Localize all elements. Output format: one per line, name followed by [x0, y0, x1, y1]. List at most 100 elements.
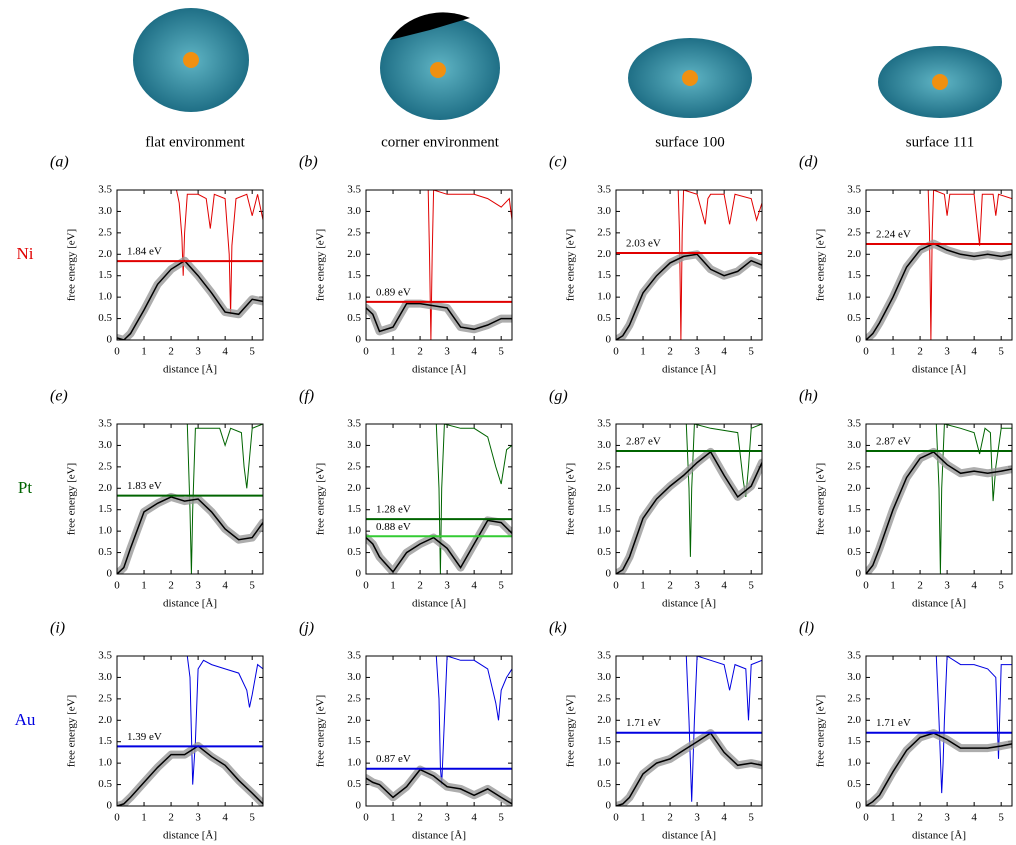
y-tick-label: 3.0 — [597, 439, 611, 451]
x-tick-label: 0 — [613, 346, 619, 358]
y-tick-label: 0 — [107, 800, 113, 812]
x-tick-label: 3 — [195, 346, 201, 358]
y-tick-label: 1.0 — [98, 291, 112, 303]
y-tick-label: 2.5 — [347, 692, 361, 704]
x-axis-label: distance [Å] — [163, 830, 217, 842]
x-tick-label: 2 — [667, 346, 673, 358]
y-tick-label: 2.0 — [597, 714, 611, 726]
x-tick-label: 5 — [748, 580, 754, 592]
x-axis-label: distance [Å] — [412, 830, 466, 842]
barrier-label: 2.87 eV — [876, 436, 911, 448]
barrier-label: 1.84 eV — [127, 246, 162, 258]
y-tick-label: 0.5 — [98, 778, 112, 790]
spike-line — [435, 424, 512, 574]
plot-area — [366, 190, 512, 340]
y-tick-label: 2.0 — [597, 482, 611, 494]
x-tick-label: 0 — [363, 580, 369, 592]
x-tick-label: 3 — [694, 812, 700, 824]
error-band — [866, 239, 1012, 340]
plot-frame — [865, 655, 1013, 807]
error-band — [117, 742, 263, 806]
y-tick-label: 0 — [606, 800, 612, 812]
panel: (e) 0 0.5 1.0 1.5 2.0 2.5 3.0 3.5 0 1 2 3 4 5 distance … — [50, 388, 264, 610]
y-tick-label: 0.5 — [597, 778, 611, 790]
panel: (g) 0 0.5 1.0 1.5 2.0 2.5 3.0 3.5 0 1 2 3 4 5 distance … — [549, 388, 763, 610]
y-tick-label: 0.5 — [847, 312, 861, 324]
x-tick-label: 1 — [390, 580, 396, 592]
y-tick-label: 1.5 — [347, 735, 361, 747]
y-tick-label: 0 — [856, 334, 862, 346]
plot-frame — [365, 423, 513, 575]
y-axis-label: free energy [eV] — [565, 229, 577, 301]
y-tick-label: 3.5 — [98, 650, 112, 662]
column-title: surface 100 — [655, 134, 725, 150]
spike-line — [677, 190, 762, 340]
x-tick-label: 0 — [863, 346, 869, 358]
y-tick-label: 0 — [356, 800, 362, 812]
free-energy-line — [117, 496, 263, 574]
barrier-label: 1.71 eV — [626, 717, 661, 729]
plot-frame — [365, 189, 513, 341]
x-axis-label: distance [Å] — [912, 364, 966, 376]
barrier-label: 0.89 eV — [376, 286, 411, 298]
barrier-label: 1.39 eV — [127, 731, 162, 743]
free-energy-line — [616, 450, 762, 574]
panel: (i) 0 0.5 1.0 1.5 2.0 2.5 3.0 3.5 0 1 2 3 4 5 distance … — [50, 620, 264, 842]
plot-area — [366, 424, 512, 574]
y-tick-label: 1.5 — [597, 503, 611, 515]
x-axis-label: distance [Å] — [412, 598, 466, 610]
x-axis-label: distance [Å] — [662, 364, 716, 376]
y-tick-label: 3.5 — [98, 184, 112, 196]
free-energy-line — [366, 768, 512, 805]
y-axis-label: free energy [eV] — [66, 695, 78, 767]
y-tick-label: 1.0 — [597, 757, 611, 769]
column-title: surface 111 — [906, 134, 974, 150]
panel-label: (c) — [549, 154, 567, 171]
panel-label: (l) — [799, 620, 814, 637]
x-tick-label: 2 — [667, 580, 673, 592]
barrier-label: 0.87 eV — [376, 753, 411, 765]
panel-label: (i) — [50, 620, 65, 637]
x-axis-label: distance [Å] — [163, 598, 217, 610]
y-tick-label: 1.0 — [347, 525, 361, 537]
y-tick-label: 0.5 — [847, 546, 861, 558]
barrier-label: 0.88 eV — [376, 521, 411, 533]
x-tick-label: 0 — [363, 346, 369, 358]
y-tick-label: 2.5 — [847, 460, 861, 472]
y-tick-label: 3.0 — [847, 205, 861, 217]
y-tick-label: 0.5 — [597, 546, 611, 558]
x-tick-label: 0 — [363, 812, 369, 824]
y-tick-label: 2.5 — [347, 226, 361, 238]
panel: (j) 0 0.5 1.0 1.5 2.0 2.5 3.0 3.5 0 1 2 3 4 5 distance … — [299, 620, 513, 842]
x-tick-label: 1 — [640, 346, 646, 358]
y-axis-label: free energy [eV] — [315, 695, 327, 767]
y-tick-label: 0 — [856, 800, 862, 812]
plot-frame — [116, 423, 264, 575]
y-tick-label: 0.5 — [98, 546, 112, 558]
y-tick-label: 3.0 — [98, 671, 112, 683]
panel: (c) 0 0.5 1.0 1.5 2.0 2.5 3.0 3.5 0 1 2 3 4 5 distance … — [549, 154, 763, 376]
y-tick-label: 1.5 — [597, 735, 611, 747]
y-tick-label: 0 — [856, 568, 862, 580]
y-tick-label: 1.5 — [98, 503, 112, 515]
barrier-label: 2.24 eV — [876, 229, 911, 241]
y-tick-label: 1.0 — [847, 525, 861, 537]
y-tick-label: 3.5 — [597, 650, 611, 662]
x-tick-label: 2 — [168, 346, 174, 358]
y-tick-label: 1.0 — [847, 757, 861, 769]
x-axis-label: distance [Å] — [912, 830, 966, 842]
x-tick-label: 4 — [721, 812, 727, 824]
y-tick-label: 1.0 — [347, 757, 361, 769]
x-tick-label: 0 — [114, 580, 120, 592]
plot-frame — [365, 655, 513, 807]
panel: (d) 0 0.5 1.0 1.5 2.0 2.5 3.0 3.5 0 1 2 3 4 5 distance … — [799, 154, 1013, 376]
x-tick-label: 1 — [890, 346, 896, 358]
x-tick-label: 2 — [417, 580, 423, 592]
y-tick-label: 2.5 — [597, 692, 611, 704]
plot-frame — [865, 423, 1013, 575]
y-tick-label: 2.5 — [98, 692, 112, 704]
y-tick-label: 3.0 — [847, 671, 861, 683]
barrier-label: 2.87 eV — [626, 436, 661, 448]
panel-label: (d) — [799, 154, 818, 171]
x-tick-label: 2 — [168, 580, 174, 592]
